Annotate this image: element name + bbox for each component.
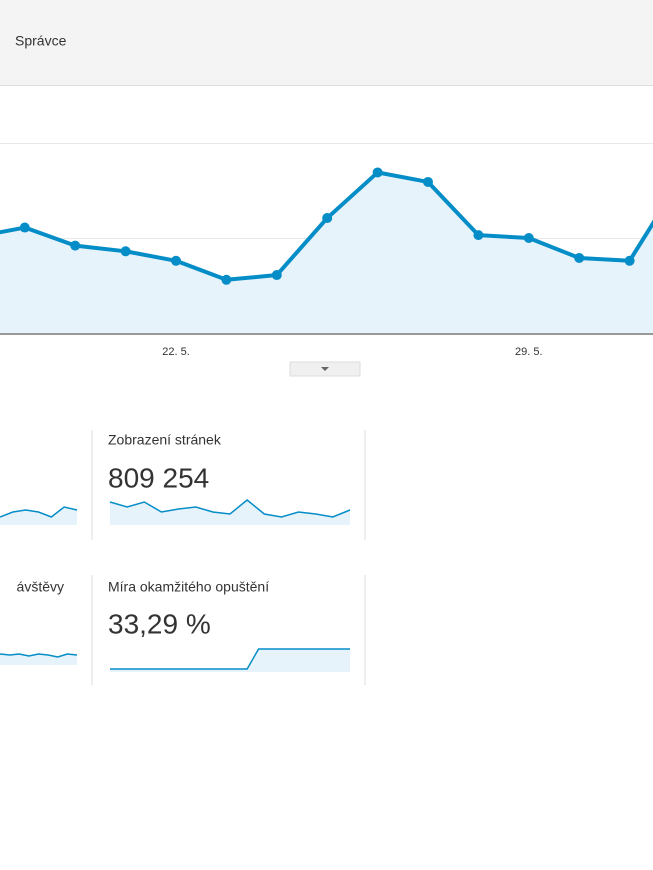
sparkline-area bbox=[110, 500, 350, 525]
top-bar bbox=[0, 0, 653, 85]
card-label: ávštěvy bbox=[17, 579, 64, 595]
point bbox=[473, 230, 484, 241]
collapse-arrow bbox=[321, 367, 329, 371]
sparkline bbox=[0, 506, 78, 518]
sparkline bbox=[0, 653, 78, 658]
cards: Zobrazení stránek 809 254 ávštěvy Míra okam… bbox=[0, 432, 351, 672]
card-label: Míra okamžitého opuštění bbox=[108, 579, 269, 595]
card-value: 33,29 % bbox=[108, 608, 211, 639]
x-tick-label: 29. 5. bbox=[515, 346, 543, 358]
nav-link[interactable]: Správce bbox=[15, 33, 67, 49]
sparkline bbox=[109, 499, 351, 518]
x-tick-label: 22. 5. bbox=[162, 346, 190, 358]
point bbox=[624, 255, 635, 266]
plot bbox=[0, 167, 653, 333]
card-value: 809 254 bbox=[108, 462, 209, 493]
point bbox=[70, 240, 81, 251]
point bbox=[171, 255, 181, 266]
point bbox=[19, 222, 30, 233]
point bbox=[372, 167, 383, 178]
point bbox=[322, 213, 333, 224]
sparkline-area bbox=[0, 654, 77, 665]
card-label: Zobrazení stránek bbox=[108, 432, 222, 448]
point bbox=[574, 252, 585, 263]
sparkline-area bbox=[0, 507, 77, 525]
point bbox=[221, 274, 232, 285]
sparkline-area bbox=[110, 649, 350, 672]
point bbox=[423, 176, 433, 187]
point bbox=[523, 233, 534, 243]
point bbox=[120, 246, 131, 257]
sparkline bbox=[110, 648, 350, 670]
point bbox=[271, 270, 282, 281]
area bbox=[0, 172, 653, 333]
x-labels: 22. 5. 29. 5. bbox=[162, 346, 542, 358]
